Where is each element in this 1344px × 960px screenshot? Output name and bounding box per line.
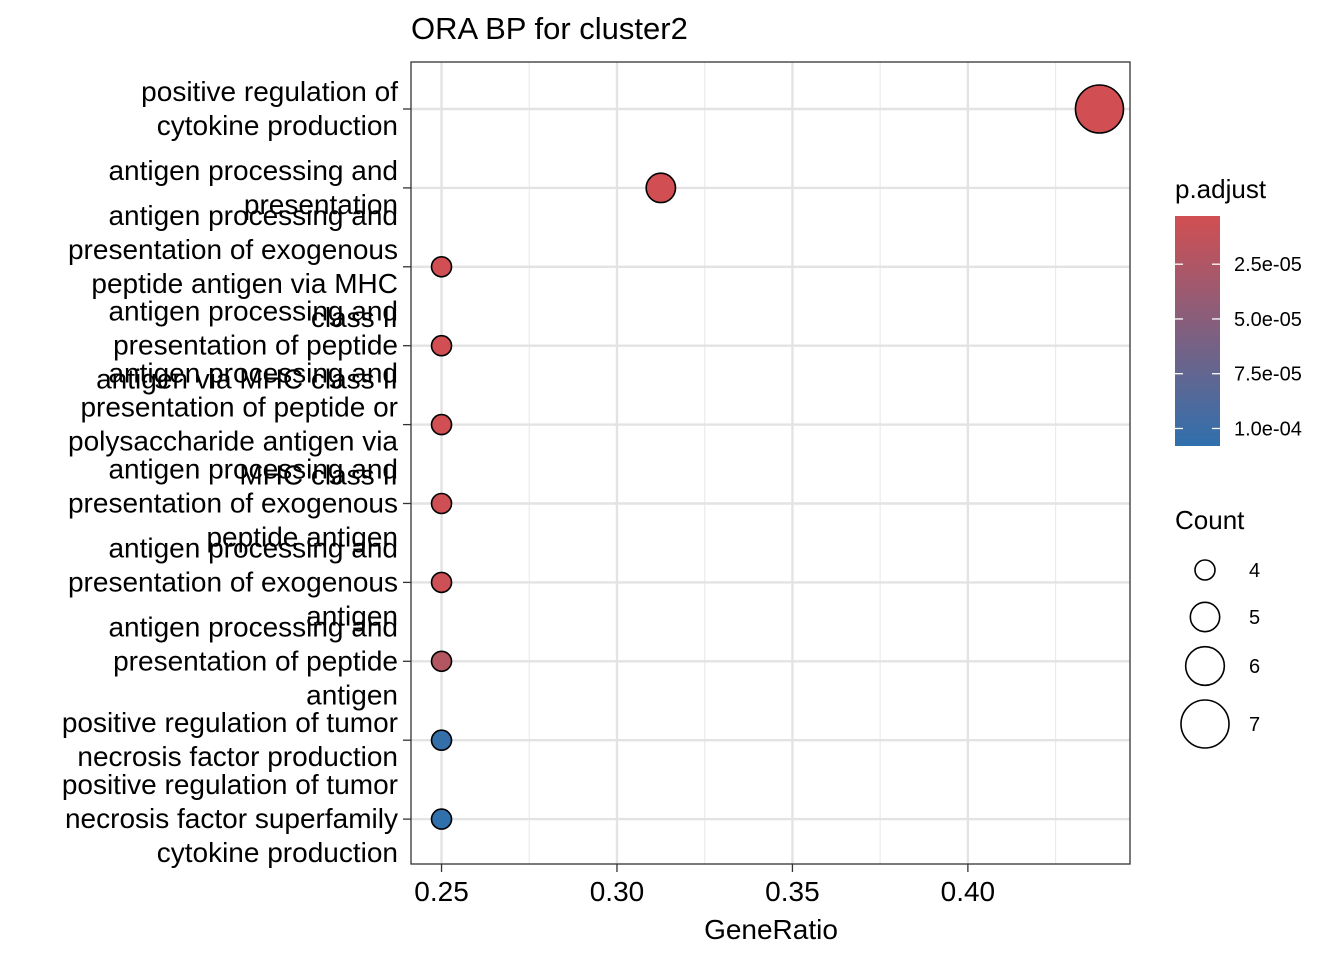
data-point: [430, 413, 453, 436]
x-axis-title: GeneRatio: [704, 914, 838, 945]
y-tick-label-line: positive regulation of: [141, 76, 398, 107]
x-tick-label: 0.35: [765, 876, 820, 907]
x-axis: 0.25 0.30 0.35 0.40: [414, 864, 995, 907]
y-tick-label-line: presentation of exogenous: [68, 488, 398, 519]
x-tick-label: 0.30: [590, 876, 645, 907]
y-tick-label: antigen processing and presentation of pe…: [108, 611, 398, 710]
y-tick-label-line: antigen processing and: [108, 358, 398, 389]
colorbar-label: 7.5e-05: [1234, 364, 1302, 386]
colorbar-label: 2.5e-05: [1234, 254, 1302, 276]
y-tick-label: positive regulation of cytokine productio…: [141, 76, 398, 141]
y-tick-label: antigen processing and presentation of pe…: [96, 296, 398, 395]
data-points: [430, 84, 1125, 830]
p-adjust-legend-title: p.adjust: [1175, 174, 1267, 204]
y-tick-label-line: antigen processing and: [108, 296, 398, 327]
y-tick-label: antigen processing and presentation of ex…: [68, 200, 398, 333]
count-legend: Count 4 5 6 7: [1175, 505, 1260, 749]
y-tick-label-line: presentation of peptide: [113, 330, 398, 361]
y-tick-label-line: MHC class II: [239, 460, 398, 491]
x-tick-label: 0.25: [414, 876, 469, 907]
data-point: [1074, 84, 1125, 134]
count-legend-label: 7: [1249, 714, 1260, 736]
y-tick-label: positive regulation of tumor necrosis fac…: [62, 769, 398, 868]
y-tick-label-line: peptide antigen: [206, 522, 398, 553]
y-tick-label-line: antigen processing and: [108, 454, 398, 485]
data-point: [645, 172, 677, 204]
y-tick-label-line: antigen processing and: [108, 200, 398, 231]
count-legend-label: 5: [1249, 607, 1260, 629]
y-tick-label-line: presentation of exogenous: [68, 566, 398, 597]
chart-title: ORA BP for cluster2: [411, 11, 688, 46]
plot-panel-border: [410, 61, 1131, 865]
count-legend-key: [1194, 559, 1216, 581]
count-legend-title: Count: [1175, 505, 1245, 535]
y-tick-label-line: positive regulation of tumor: [62, 769, 398, 800]
y-tick-label-line: antigen: [306, 600, 398, 631]
y-tick-label-line: cytokine production: [157, 837, 398, 868]
data-point: [430, 571, 453, 594]
y-tick-label: antigen processing and presentation of pe…: [68, 358, 398, 491]
y-tick-label-line: cytokine production: [157, 110, 398, 141]
y-tick-label-line: necrosis factor superfamily: [65, 803, 398, 834]
data-point: [430, 255, 453, 278]
y-tick-label: antigen processing and presentation: [108, 155, 398, 220]
y-tick-label-line: antigen: [306, 679, 398, 710]
p-adjust-legend: p.adjust 2.5e-05 5.0e-05 7.5e-05 1.0e-04: [1175, 174, 1302, 446]
colorbar-label: 1.0e-04: [1234, 418, 1302, 440]
y-tick-label-line: positive regulation of tumor: [62, 707, 398, 738]
colorbar-label: 5.0e-05: [1234, 309, 1302, 331]
data-point: [430, 650, 453, 673]
data-point: [430, 492, 453, 515]
y-tick-label-line: presentation of peptide: [113, 645, 398, 676]
data-point: [430, 334, 453, 357]
plot-panel-grid: [411, 62, 1130, 864]
y-tick-label-line: peptide antigen via MHC: [91, 268, 398, 299]
p-adjust-colorbar: [1175, 216, 1220, 446]
y-axis: positive regulation of cytokine productio…: [62, 76, 411, 868]
y-tick-label-line: presentation of peptide or: [80, 392, 398, 423]
count-legend-label: 6: [1249, 656, 1260, 678]
y-tick-label-line: class II: [311, 302, 398, 333]
y-tick-label-line: antigen processing and: [108, 532, 398, 563]
y-tick-label: antigen processing and presentation of ex…: [68, 532, 398, 631]
data-point: [430, 808, 453, 830]
y-tick-label: positive regulation of tumor necrosis fac…: [62, 707, 398, 772]
y-tick-label-line: necrosis factor production: [77, 741, 398, 772]
y-tick-label-line: antigen processing and: [108, 155, 398, 186]
count-legend-key: [1184, 645, 1226, 687]
y-tick-label-line: presentation of exogenous: [68, 234, 398, 265]
y-tick-label-line: antigen processing and: [108, 611, 398, 642]
data-point: [430, 729, 453, 752]
y-tick-label-line: antigen via MHC class II: [96, 364, 398, 395]
count-legend-key: [1180, 699, 1230, 749]
count-legend-key: [1189, 601, 1221, 633]
y-tick-label-line: polysaccharide antigen via: [68, 426, 398, 457]
y-tick-label: antigen processing and presentation of ex…: [68, 454, 398, 553]
count-legend-label: 4: [1249, 560, 1260, 582]
x-tick-label: 0.40: [941, 876, 996, 907]
y-tick-label-line: presentation: [244, 189, 398, 220]
